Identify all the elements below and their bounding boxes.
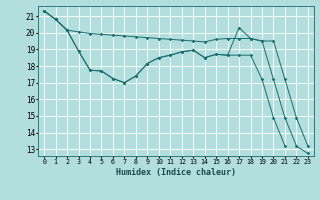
X-axis label: Humidex (Indice chaleur): Humidex (Indice chaleur) xyxy=(116,168,236,177)
